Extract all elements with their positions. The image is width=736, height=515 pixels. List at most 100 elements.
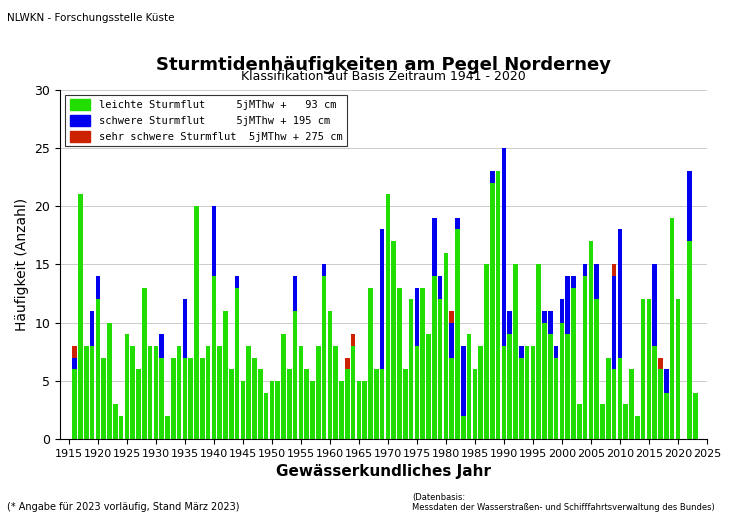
Bar	[211, 206, 216, 276]
Bar	[438, 276, 442, 299]
Bar	[455, 218, 460, 230]
Bar	[281, 334, 286, 439]
Bar	[322, 264, 326, 276]
Bar	[525, 346, 529, 439]
Bar	[519, 346, 523, 357]
Bar	[200, 357, 205, 439]
Bar	[183, 357, 187, 439]
Bar	[461, 346, 466, 416]
Bar	[467, 334, 471, 439]
Bar	[577, 404, 581, 439]
Bar	[305, 369, 309, 439]
Bar	[130, 346, 135, 439]
Bar	[211, 276, 216, 439]
Bar	[595, 264, 599, 299]
Bar	[444, 253, 448, 439]
Bar	[652, 346, 657, 439]
Bar	[107, 322, 112, 439]
Bar	[287, 369, 291, 439]
Bar	[553, 346, 559, 357]
Legend: leichte Sturmflut     5jMThw +   93 cm, schwere Sturmflut     5jMThw + 195 cm, s: leichte Sturmflut 5jMThw + 93 cm, schwer…	[66, 95, 347, 146]
Bar	[194, 206, 199, 439]
Bar	[159, 357, 164, 439]
Bar	[84, 346, 88, 439]
Bar	[414, 346, 420, 439]
Bar	[641, 299, 645, 439]
Bar	[461, 416, 466, 439]
Bar	[548, 334, 553, 439]
Bar	[450, 311, 454, 322]
Bar	[113, 404, 118, 439]
Bar	[351, 334, 355, 346]
Bar	[629, 369, 634, 439]
Bar	[356, 381, 361, 439]
Bar	[322, 276, 326, 439]
Bar	[687, 171, 692, 241]
Bar	[646, 299, 651, 439]
Bar	[252, 357, 257, 439]
Bar	[438, 299, 442, 439]
Bar	[148, 346, 152, 439]
Bar	[635, 416, 640, 439]
Bar	[235, 288, 239, 439]
Bar	[623, 404, 628, 439]
Bar	[490, 171, 495, 183]
Bar	[386, 195, 390, 439]
Bar	[171, 357, 176, 439]
Bar	[90, 346, 94, 439]
Bar	[118, 416, 124, 439]
Bar	[235, 276, 239, 288]
Bar	[670, 218, 674, 439]
Bar	[537, 264, 541, 439]
Bar	[299, 346, 303, 439]
Bar	[571, 276, 576, 288]
Bar	[565, 334, 570, 439]
Bar	[310, 381, 315, 439]
Bar	[142, 288, 146, 439]
Bar	[484, 264, 489, 439]
Bar	[72, 369, 77, 439]
Bar	[408, 299, 414, 439]
Bar	[293, 311, 297, 439]
Bar	[328, 311, 332, 439]
Bar	[473, 369, 477, 439]
Bar	[102, 357, 106, 439]
Bar	[165, 416, 170, 439]
Bar	[380, 369, 384, 439]
Bar	[658, 357, 663, 369]
Bar	[455, 230, 460, 439]
Bar	[548, 311, 553, 334]
Bar	[501, 148, 506, 346]
Bar	[658, 369, 663, 439]
Bar	[177, 346, 181, 439]
Bar	[571, 288, 576, 439]
Bar	[612, 264, 616, 276]
X-axis label: Gewässerkundliches Jahr: Gewässerkundliches Jahr	[276, 465, 491, 479]
Bar	[223, 311, 227, 439]
Bar	[316, 346, 321, 439]
Bar	[426, 334, 431, 439]
Bar	[595, 299, 599, 439]
Bar	[676, 299, 680, 439]
Bar	[693, 392, 698, 439]
Bar	[258, 369, 263, 439]
Bar	[124, 334, 130, 439]
Bar	[519, 357, 523, 439]
Bar	[362, 381, 367, 439]
Bar	[652, 264, 657, 346]
Bar	[392, 241, 396, 439]
Y-axis label: Häufigkeit (Anzahl): Häufigkeit (Anzahl)	[15, 198, 29, 331]
Bar	[403, 369, 408, 439]
Bar	[293, 276, 297, 311]
Bar	[583, 276, 587, 439]
Bar	[72, 346, 77, 357]
Bar	[339, 381, 344, 439]
Bar	[154, 346, 158, 439]
Bar	[96, 299, 100, 439]
Text: (* Angabe für 2023 vorläufig, Stand März 2023): (* Angabe für 2023 vorläufig, Stand März…	[7, 503, 240, 512]
Bar	[664, 369, 668, 392]
Bar	[478, 346, 483, 439]
Bar	[420, 288, 425, 439]
Bar	[432, 276, 436, 439]
Bar	[368, 288, 372, 439]
